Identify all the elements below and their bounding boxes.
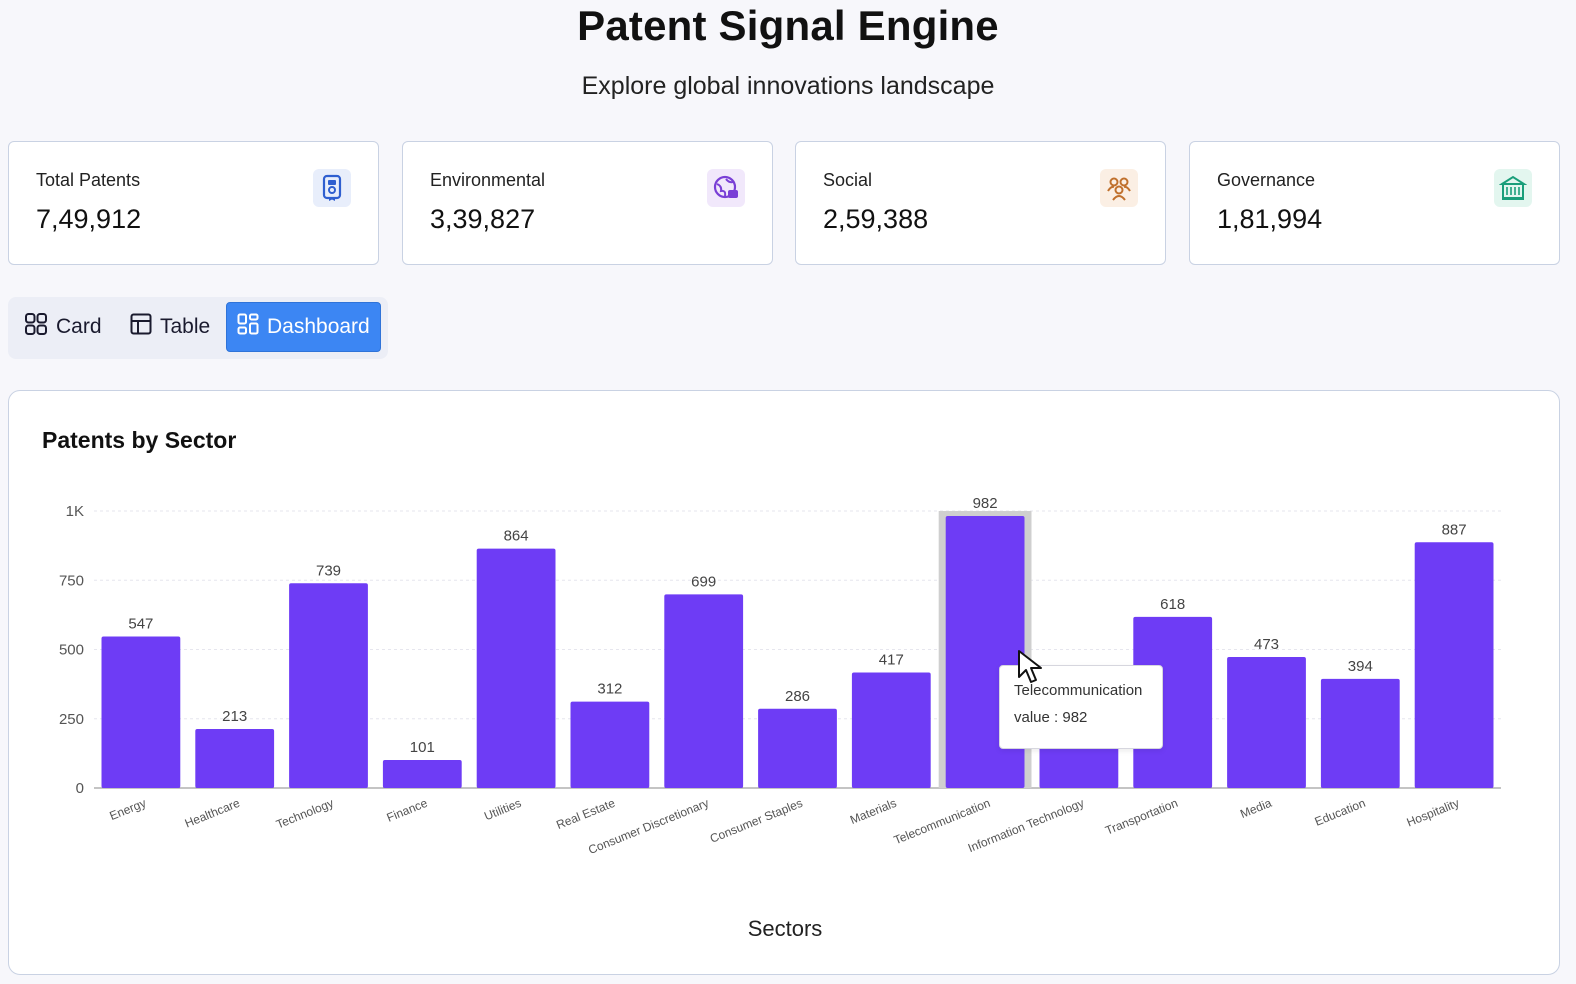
mouse-cursor-icon bbox=[1018, 650, 1042, 683]
dashboard-view-button[interactable]: Dashboard bbox=[226, 302, 381, 352]
bar bbox=[664, 594, 744, 788]
stat-label: Social bbox=[823, 170, 873, 190]
bar-value-label: 547 bbox=[128, 615, 153, 632]
bar bbox=[570, 701, 650, 788]
x-tick-label: Education bbox=[1313, 796, 1368, 829]
bar bbox=[101, 636, 181, 788]
bar-value-label: 417 bbox=[879, 651, 904, 668]
y-tick-label: 750 bbox=[59, 572, 84, 589]
bar bbox=[476, 548, 556, 788]
stat-label: Total Patents bbox=[36, 170, 141, 190]
bar-value-label: 286 bbox=[785, 688, 810, 705]
bar bbox=[1227, 656, 1306, 788]
x-tick-label: Finance bbox=[385, 796, 430, 825]
stat-value: 1,81,994 bbox=[1217, 204, 1323, 234]
government-building-icon bbox=[1494, 169, 1532, 207]
bar bbox=[851, 672, 931, 788]
bar-chart: 0 250 500 750 1K 547 Energy 213 Healthcare 739 Tec… bbox=[59, 495, 1501, 941]
bar-value-label: 101 bbox=[410, 739, 435, 756]
bar bbox=[195, 728, 275, 788]
x-tick-label: Healthcare bbox=[183, 796, 242, 831]
stat-value: 3,39,827 bbox=[430, 204, 536, 234]
y-tick-label: 250 bbox=[59, 711, 84, 728]
bar-value-label: 887 bbox=[1442, 521, 1467, 538]
stat-card-governance: Governance 1,81,994 bbox=[1189, 141, 1560, 265]
x-tick-label: Materials bbox=[848, 796, 898, 827]
bar bbox=[382, 760, 462, 788]
x-tick-label: Consumer Staples bbox=[708, 796, 805, 846]
stat-value: 2,59,388 bbox=[823, 204, 929, 234]
stat-label: Environmental bbox=[430, 170, 546, 190]
view-toggle: Card Table Dashboard bbox=[8, 297, 388, 359]
bar-value-label: 739 bbox=[316, 562, 341, 579]
bar bbox=[1320, 678, 1400, 788]
dashboard-view-label: Dashboard bbox=[267, 315, 370, 338]
stat-card-social: Social 2,59,388 bbox=[795, 141, 1166, 265]
bar bbox=[1414, 542, 1494, 788]
x-tick-label: Hospitality bbox=[1405, 796, 1462, 830]
stat-card-environmental: Environmental 3,39,827 bbox=[402, 141, 773, 265]
bar-value-label: 618 bbox=[1160, 596, 1185, 613]
card-view-label: Card bbox=[56, 315, 102, 338]
bar bbox=[758, 708, 837, 788]
x-tick-label: Real Estate bbox=[554, 796, 617, 832]
y-tick-label: 500 bbox=[59, 642, 84, 659]
x-tick-label: Transportation bbox=[1103, 796, 1180, 838]
globe-leaf-icon bbox=[707, 169, 745, 207]
table-view-label: Table bbox=[160, 315, 211, 338]
bar-value-label: 473 bbox=[1254, 636, 1279, 653]
page-title: Patent Signal Engine bbox=[577, 2, 999, 49]
bar-value-label: 864 bbox=[504, 528, 529, 545]
bar bbox=[289, 583, 368, 788]
stat-value: 7,49,912 bbox=[36, 204, 142, 234]
chart-card: Patents by Sector 0 250 500 750 1K 547 Energy 2… bbox=[8, 390, 1560, 975]
bar-value-label: 312 bbox=[597, 681, 622, 698]
chart-tooltip: Telecommunication value : 982 bbox=[999, 665, 1163, 749]
stat-label: Governance bbox=[1217, 170, 1316, 190]
x-tick-label: Media bbox=[1238, 796, 1274, 821]
tooltip-category: Telecommunication bbox=[1014, 682, 1143, 699]
table-view-button[interactable]: Table bbox=[120, 302, 220, 352]
page-subtitle: Explore global innovations landscape bbox=[581, 72, 995, 100]
x-tick-label: Energy bbox=[108, 796, 149, 823]
people-icon bbox=[1100, 169, 1138, 207]
x-tick-label: Technology bbox=[274, 796, 336, 832]
y-tick-label: 0 bbox=[76, 780, 84, 797]
stat-card-total-patents: Total Patents 7,49,912 bbox=[8, 141, 379, 265]
table-icon bbox=[130, 313, 152, 341]
x-tick-label: Utilities bbox=[482, 796, 523, 823]
bar-value-label: 699 bbox=[691, 573, 716, 590]
dashboard-icon bbox=[237, 313, 259, 341]
patent-badge-icon bbox=[313, 169, 351, 207]
bar-value-label: 394 bbox=[1348, 658, 1373, 675]
bar-value-label: 982 bbox=[973, 495, 998, 512]
grid-icon bbox=[24, 312, 48, 342]
x-axis-title: Sectors bbox=[748, 916, 823, 941]
y-tick-label: 1K bbox=[66, 503, 84, 520]
chart-title: Patents by Sector bbox=[42, 427, 237, 453]
bar-value-label: 213 bbox=[222, 708, 247, 725]
tooltip-value: value : 982 bbox=[1014, 709, 1088, 726]
card-view-button[interactable]: Card bbox=[14, 302, 112, 352]
